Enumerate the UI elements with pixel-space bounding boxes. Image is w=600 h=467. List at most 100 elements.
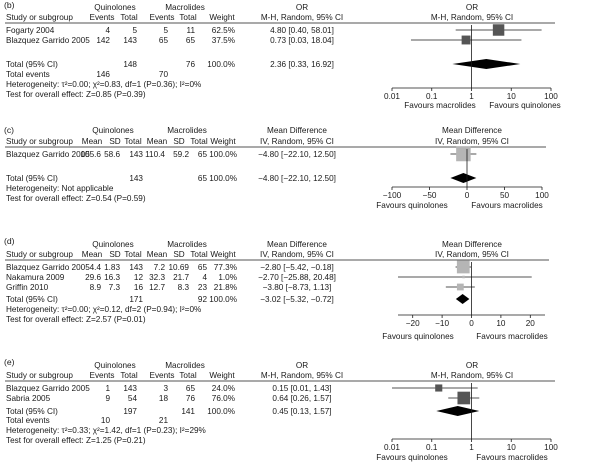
note-line: Test for overall effect: Z=2.57 (P=0.01) <box>6 315 146 324</box>
study-cell: 11 <box>187 26 196 35</box>
group-header-quinolones: Quinolones <box>94 3 135 12</box>
note-line: Test for overall effect: Z=1.25 (P=0.21) <box>6 436 146 445</box>
note-line: Heterogeneity: τ²=0.00; χ²=0.12, df=2 (P… <box>6 305 201 314</box>
study-cell: 65 <box>186 36 196 45</box>
study-name: Fogarty 2004 <box>6 26 55 35</box>
pooled-diamond <box>436 406 480 416</box>
column-header-2: Total <box>120 371 137 380</box>
study-cell: 21.8% <box>214 283 237 292</box>
column-header-md-plot-method: IV, Random, 95% CI <box>435 137 509 146</box>
study-square <box>456 260 470 274</box>
panel-letter-e: (e) <box>4 357 15 367</box>
column-header-7: Weight <box>210 250 236 259</box>
study-square <box>456 283 464 291</box>
study-cell: 23 <box>198 283 208 292</box>
favours-right: Favours macrolides <box>471 201 542 210</box>
study-cell: 62.5% <box>212 26 235 35</box>
study-ci-text: −4.80 [−22.10, 12.50] <box>258 150 336 159</box>
x-tick-label: 0.01 <box>384 443 400 452</box>
total-cell: 148 <box>123 60 137 69</box>
group-header-quinolones: Quinolones <box>92 240 133 249</box>
column-header-or-plot: OR <box>466 361 478 370</box>
group-header-macrolides: Macrolides <box>165 361 205 370</box>
pooled-diamond <box>450 173 477 183</box>
column-header-2: Total <box>120 13 137 22</box>
column-header-3: Events <box>149 13 174 22</box>
events-cell: 70 <box>159 70 169 79</box>
x-tick-label: 1 <box>469 92 474 101</box>
study-cell: 77.3% <box>214 263 237 272</box>
x-tick-label: −20 <box>406 319 420 328</box>
events-cell: 21 <box>159 416 169 425</box>
study-cell: 12.7 <box>149 283 165 292</box>
study-cell: 37.5% <box>212 36 235 45</box>
x-tick-label: 0.1 <box>426 443 438 452</box>
panel-letter-b: (b) <box>4 0 15 10</box>
note-line: Heterogeneity: τ²=0.00; χ²=0.83, df=1 (P… <box>6 80 201 89</box>
events-label: Total events <box>6 416 50 425</box>
study-cell: 5 <box>163 26 168 35</box>
study-cell: 105.6 <box>81 150 102 159</box>
column-header-4: Mean <box>147 137 168 146</box>
column-header-7: Weight <box>210 137 236 146</box>
study-cell: 76.0% <box>212 394 235 403</box>
group-header-macrolides: Macrolides <box>165 3 205 12</box>
study-cell: 65 <box>198 150 208 159</box>
study-cell: 3 <box>163 384 168 393</box>
study-cell: 58.6 <box>104 150 120 159</box>
group-header-macrolides: Macrolides <box>167 126 207 135</box>
study-cell: 4 <box>202 273 207 282</box>
study-ci-text: −2.70 [−25.88, 20.48] <box>258 273 336 282</box>
events-cell: 146 <box>96 70 110 79</box>
column-header-or-plot-method: M-H, Random, 95% CI <box>431 13 513 22</box>
study-cell: 1.83 <box>104 263 120 272</box>
note-line: Heterogeneity: Not applicable <box>6 184 114 193</box>
study-ci-text: −2.80 [−5.42, −0.18] <box>260 263 334 272</box>
study-cell: 143 <box>129 150 143 159</box>
total-cell: 143 <box>129 174 143 183</box>
column-header-md: Mean Difference <box>267 126 327 135</box>
study-cell: 143 <box>123 36 137 45</box>
study-cell: 65 <box>159 36 169 45</box>
column-header-1: Mean <box>82 250 103 259</box>
x-tick-label: 20 <box>526 319 536 328</box>
x-tick-label: 100 <box>544 92 558 101</box>
study-cell: 4 <box>105 26 110 35</box>
study-cell: 32.3 <box>149 273 165 282</box>
study-cell: 18 <box>159 394 169 403</box>
study-cell: 143 <box>129 263 143 272</box>
pooled-diamond <box>455 294 470 304</box>
panel-letter-d: (d) <box>4 236 15 246</box>
column-header-5: Weight <box>209 13 235 22</box>
total-ci-text: 2.36 [0.33, 16.92] <box>270 60 334 69</box>
column-header-6: Total <box>190 137 207 146</box>
favours-left: Favours macrolides <box>404 101 475 110</box>
study-name: Blazquez Garrido 2005 <box>6 150 90 159</box>
column-header-md: Mean Difference <box>267 240 327 249</box>
total-ci-text: −4.80 [−22.10, 12.50] <box>258 174 336 183</box>
x-tick-label: 100 <box>544 443 558 452</box>
group-header-quinolones: Quinolones <box>92 126 133 135</box>
column-header-4: Total <box>179 371 196 380</box>
total-cell: 76 <box>186 60 196 69</box>
study-cell: 16.3 <box>104 273 120 282</box>
total-cell: 100.0% <box>207 407 235 416</box>
study-cell: 8.3 <box>178 283 190 292</box>
column-header-md-plot-method: IV, Random, 95% CI <box>435 250 509 259</box>
study-cell: 8.9 <box>90 283 102 292</box>
study-square <box>462 275 465 279</box>
events-cell: 10 <box>101 416 111 425</box>
x-tick-label: 10 <box>507 92 517 101</box>
column-header-5: Weight <box>209 371 235 380</box>
study-square <box>456 146 471 162</box>
group-header-macrolides: Macrolides <box>167 240 207 249</box>
total-cell: 65 <box>198 174 208 183</box>
study-cell: 10.69 <box>169 263 190 272</box>
x-tick-label: 0 <box>465 191 470 200</box>
total-cell: 141 <box>181 407 195 416</box>
study-square <box>461 35 471 45</box>
study-cell: 4.4 <box>90 263 102 272</box>
study-cell: 12 <box>134 273 144 282</box>
study-name: Blazquez Garrido 2005 <box>6 263 90 272</box>
